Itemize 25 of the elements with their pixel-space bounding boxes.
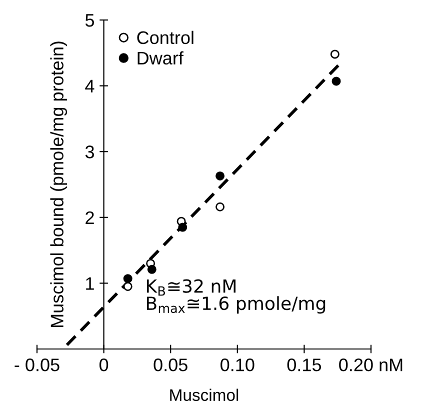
y-tick-label: 3 <box>85 146 94 158</box>
point <box>216 202 225 212</box>
x-tick-label: 0.20 nM <box>339 358 402 372</box>
annotation: K$_{B}$≅32 nM <box>146 279 236 296</box>
x-tick-label: 0.05 <box>154 358 188 372</box>
point <box>330 50 340 59</box>
y-axis-title: Muscimol bound (pmole/mg protein) <box>50 42 68 328</box>
x-tick-label: - 0.05 <box>14 358 60 372</box>
legend-label: Control <box>137 30 194 44</box>
point <box>123 274 132 284</box>
y-tick-label: 1 <box>86 277 94 290</box>
point <box>332 76 341 86</box>
point <box>147 264 156 274</box>
point <box>216 171 225 180</box>
annotation: B$_{max}$≅1.6 pmole/mg <box>146 296 326 314</box>
point <box>178 222 188 232</box>
x-tick-label: 0.10 <box>220 358 254 372</box>
legend-label: Dwarf <box>138 51 184 65</box>
x-tick-label: 0.15 <box>287 358 322 372</box>
y-tick-label: 2 <box>86 211 94 224</box>
point <box>123 282 132 291</box>
y-tick-label: 4 <box>85 80 94 92</box>
x-axis-title: Muscimol <box>170 388 238 401</box>
y-tick-label: 5 <box>85 14 94 27</box>
x-tick-label: 0 <box>99 358 108 372</box>
